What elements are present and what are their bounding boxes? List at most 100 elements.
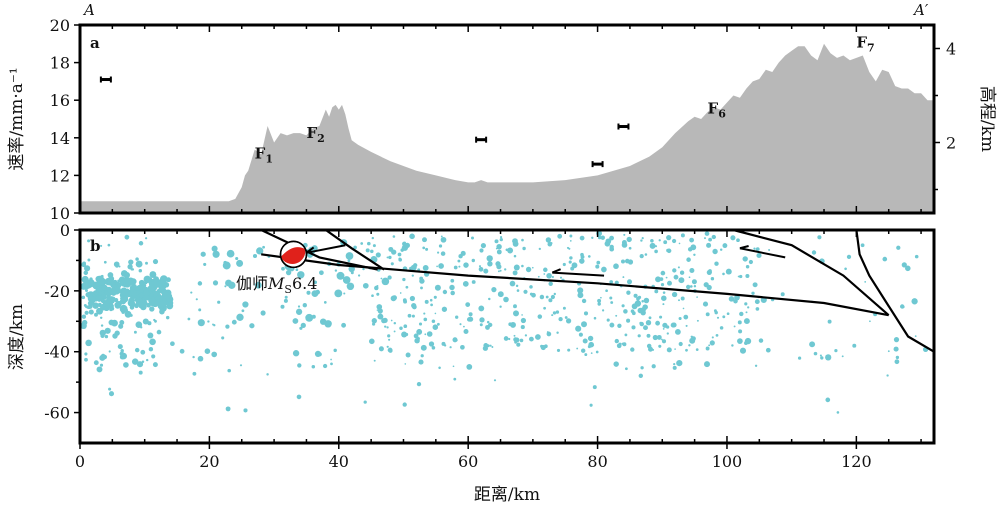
earthquake bbox=[104, 334, 109, 339]
earthquake bbox=[634, 300, 642, 307]
earthquake bbox=[825, 397, 831, 403]
earthquake bbox=[499, 269, 502, 272]
earthquake bbox=[430, 303, 433, 307]
earthquake bbox=[623, 309, 628, 314]
earthquake bbox=[295, 308, 303, 315]
earthquake bbox=[84, 352, 88, 356]
earthquake bbox=[111, 319, 118, 327]
earthquake bbox=[513, 304, 517, 309]
earthquake bbox=[85, 339, 92, 347]
earthquake bbox=[440, 251, 446, 256]
earthquake bbox=[614, 338, 619, 344]
earthquake bbox=[827, 319, 832, 324]
earthquake bbox=[521, 264, 524, 268]
earthquake bbox=[96, 289, 100, 293]
earthquake bbox=[610, 301, 614, 304]
event-label-prefix: 伽师 bbox=[236, 274, 268, 293]
earthquake bbox=[411, 302, 417, 309]
earthquake bbox=[384, 325, 387, 328]
earthquake bbox=[388, 246, 394, 252]
earthquake bbox=[110, 282, 116, 288]
earthquake bbox=[581, 348, 586, 353]
earthquake bbox=[450, 278, 455, 283]
earthquake bbox=[825, 354, 832, 361]
fault-label-name: F bbox=[708, 99, 719, 117]
earthquake bbox=[480, 243, 486, 249]
earthquake bbox=[753, 247, 756, 250]
earthquake bbox=[494, 239, 499, 244]
earthquake bbox=[114, 330, 120, 336]
earthquake bbox=[235, 256, 239, 261]
earthquake bbox=[120, 352, 127, 360]
earthquake bbox=[714, 310, 718, 315]
earthquake bbox=[371, 318, 377, 324]
earthquake bbox=[357, 274, 361, 277]
earthquake bbox=[138, 370, 143, 375]
earthquake bbox=[496, 250, 500, 253]
earthquake bbox=[149, 306, 155, 312]
earthquake bbox=[666, 347, 672, 353]
earthquake bbox=[126, 288, 129, 291]
fault-label: F1 bbox=[255, 144, 273, 165]
earthquake bbox=[645, 320, 652, 326]
earthquake bbox=[375, 252, 381, 258]
earthquake bbox=[341, 322, 347, 328]
earthquake bbox=[696, 319, 699, 322]
earthquake bbox=[600, 235, 605, 240]
earthquake bbox=[568, 260, 572, 264]
earthquake bbox=[285, 269, 292, 276]
earthquake bbox=[87, 258, 91, 262]
earthquake bbox=[85, 279, 90, 283]
earthquake bbox=[600, 296, 602, 299]
earthquake bbox=[722, 315, 726, 319]
earthquake bbox=[165, 315, 170, 320]
frame-ticks-b bbox=[79, 230, 922, 443]
earthquake bbox=[507, 247, 514, 254]
earthquake bbox=[322, 363, 328, 369]
earthquake bbox=[151, 354, 156, 359]
earthquake bbox=[302, 303, 307, 308]
earthquake bbox=[140, 326, 143, 329]
earthquake bbox=[409, 233, 415, 240]
earthquake bbox=[523, 289, 528, 294]
earthquake bbox=[103, 295, 107, 300]
earthquake bbox=[108, 387, 112, 391]
earthquake bbox=[780, 292, 785, 297]
earthquake bbox=[678, 299, 680, 302]
fault-label: F6 bbox=[708, 99, 727, 120]
panel-b-label: b bbox=[90, 237, 101, 255]
fault-line bbox=[733, 228, 890, 317]
x-tick-label: 80 bbox=[587, 452, 607, 471]
earthquake bbox=[596, 260, 601, 265]
earthquake bbox=[465, 302, 471, 307]
x-tick-label: 0 bbox=[75, 452, 85, 471]
y2-tick-label: 2 bbox=[946, 134, 956, 153]
earthquake bbox=[672, 268, 677, 273]
earthquake bbox=[104, 291, 109, 295]
fault-label-sub: 6 bbox=[718, 107, 726, 120]
earthquake bbox=[95, 275, 102, 283]
earthquake bbox=[834, 348, 838, 353]
earthquake bbox=[402, 402, 407, 407]
earthquake bbox=[535, 334, 541, 340]
earthquake bbox=[330, 362, 333, 366]
earthquake bbox=[187, 317, 191, 321]
earthquake bbox=[509, 280, 516, 287]
earthquake bbox=[111, 296, 116, 301]
earthquake bbox=[84, 357, 88, 362]
fault-label-name: F bbox=[255, 144, 266, 162]
earthquake bbox=[131, 358, 139, 365]
earthquake bbox=[217, 300, 221, 304]
earthquake bbox=[575, 325, 582, 332]
earthquake bbox=[555, 310, 560, 314]
slip-arrows bbox=[305, 244, 786, 277]
earthquake bbox=[745, 265, 750, 269]
y-tick-label: 12 bbox=[50, 166, 70, 185]
earthquake bbox=[589, 403, 593, 407]
earthquake bbox=[538, 247, 541, 251]
earthquake bbox=[623, 233, 626, 236]
earthquake bbox=[190, 291, 193, 294]
earthquake bbox=[336, 271, 345, 280]
earthquake bbox=[91, 302, 95, 306]
earthquake bbox=[709, 340, 715, 346]
